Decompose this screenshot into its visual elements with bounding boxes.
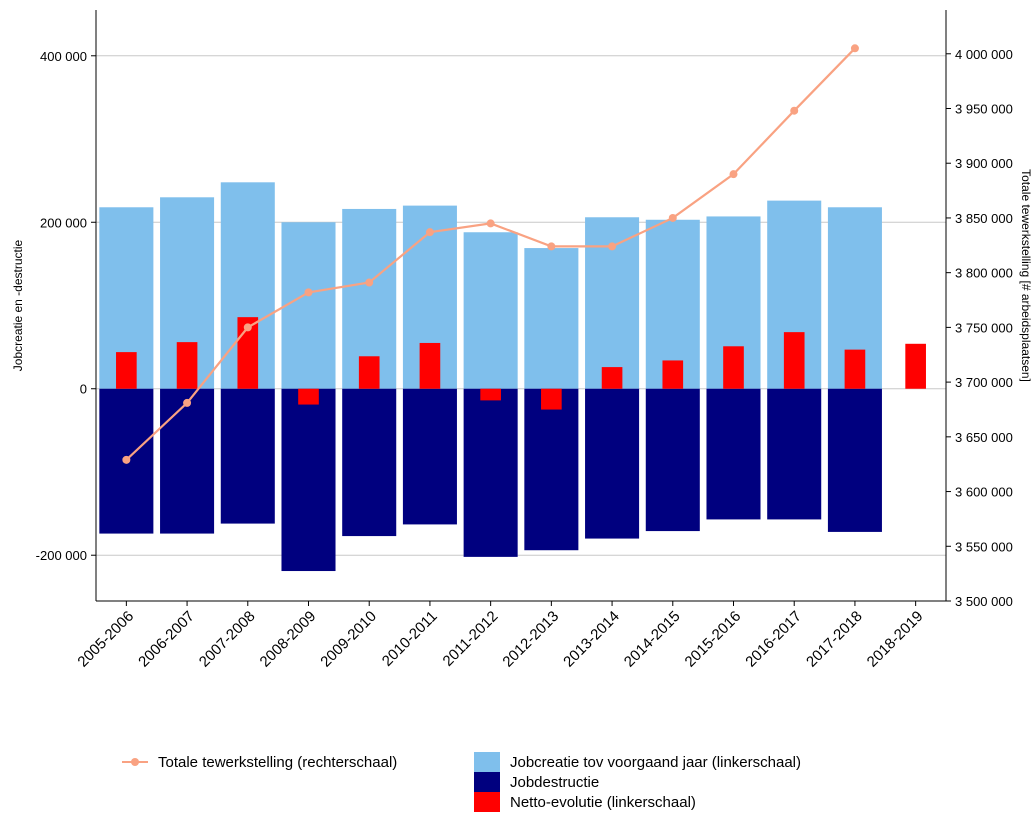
x-tick-label: 2013-2014 <box>560 608 623 671</box>
x-tick-label: 2011-2012 <box>440 608 502 670</box>
legend-label: Jobcreatie tov voorgaand jaar (linkersch… <box>510 753 801 771</box>
point-total-employment <box>547 242 556 251</box>
bar-net-evolution <box>905 343 926 389</box>
x-tick-label: 2012-2013 <box>499 608 562 671</box>
right-tick-label: 3 900 000 <box>955 156 1013 171</box>
bar-net-evolution <box>358 356 380 389</box>
bar-net-evolution <box>783 332 805 389</box>
bar-job-creation <box>281 222 336 389</box>
legend-left: Totale tewerkstelling (rechterschaal) <box>122 752 397 772</box>
right-axis-title: Totale tewerkstelling [# arbeidsplaatsen… <box>1019 169 1033 382</box>
legend-item-job-destruction: Jobdestructie <box>474 772 801 792</box>
bar-net-evolution <box>844 349 866 389</box>
left-tick-label: 200 000 <box>40 215 87 230</box>
bar-net-evolution <box>541 388 562 410</box>
x-tick-label: 2014-2015 <box>621 608 684 671</box>
legend-item-net-evolution: Netto-evolutie (linkerschaal) <box>474 792 801 812</box>
point-total-employment <box>304 288 313 297</box>
right-tick-label: 3 750 000 <box>955 320 1013 335</box>
legend-swatch <box>474 772 500 792</box>
bar-job-destruction <box>342 388 397 537</box>
legend-swatch <box>474 792 500 812</box>
bar-net-evolution <box>176 342 198 389</box>
legend-item-total-employment: Totale tewerkstelling (rechterschaal) <box>122 752 397 772</box>
bar-job-creation <box>524 248 579 389</box>
bar-net-evolution <box>419 342 441 389</box>
x-tick-label: 2007-2008 <box>196 608 259 671</box>
x-tick-label: 2008-2009 <box>257 608 320 671</box>
bar-net-evolution <box>723 346 744 389</box>
right-tick-label: 3 650 000 <box>955 430 1013 445</box>
right-tick-label: 3 950 000 <box>955 102 1013 117</box>
bar-job-destruction <box>706 388 761 520</box>
x-tick-label: 2018-2019 <box>864 608 927 671</box>
combo-bar-line-chart: -200 000 0 200 000 400 000 3 500 000 3 550 00… <box>11 10 1033 671</box>
point-total-employment <box>425 228 434 237</box>
point-total-employment <box>790 106 799 115</box>
bar-job-destruction <box>160 388 215 534</box>
bar-job-destruction <box>645 388 700 532</box>
x-tick-label: 2006-2007 <box>135 608 198 671</box>
legend-swatch <box>474 752 500 772</box>
legend-item-job-creation: Jobcreatie tov voorgaand jaar (linkersch… <box>474 752 801 772</box>
bar-job-destruction <box>767 388 822 520</box>
legend-right: Jobcreatie tov voorgaand jaar (linkersch… <box>474 752 801 812</box>
bar-net-evolution <box>601 367 623 389</box>
bar-job-destruction <box>524 388 579 551</box>
left-axis-title: Jobcreatie en -destructie <box>11 239 25 371</box>
left-tick-label: 400 000 <box>40 49 87 64</box>
legend-label: Netto-evolutie (linkerschaal) <box>510 793 696 811</box>
x-tick-label: 2009-2010 <box>317 608 380 671</box>
point-total-employment <box>850 44 859 53</box>
legend-line-swatch <box>122 752 148 772</box>
point-total-employment <box>668 213 677 222</box>
x-tick-label: 2010-2011 <box>379 608 441 670</box>
left-tick-label: -200 000 <box>36 548 87 563</box>
bar-job-destruction <box>402 388 457 525</box>
point-total-employment <box>486 219 495 228</box>
bar-net-evolution <box>298 388 319 405</box>
point-total-employment <box>729 170 738 179</box>
point-total-employment <box>183 398 192 407</box>
right-tick-label: 3 700 000 <box>955 375 1013 390</box>
point-total-employment <box>365 278 374 287</box>
point-total-employment <box>243 323 252 332</box>
left-tick-label: 0 <box>80 382 87 397</box>
x-tick-label: 2017-2018 <box>803 608 866 671</box>
x-tick-label: 2005-2006 <box>74 608 137 671</box>
bar-job-destruction <box>220 388 275 524</box>
right-tick-label: 3 550 000 <box>955 539 1013 554</box>
bar-job-destruction <box>463 388 518 557</box>
bar-net-evolution <box>116 352 137 389</box>
bar-job-destruction <box>827 388 882 532</box>
bar-job-destruction <box>281 388 336 572</box>
right-tick-label: 3 600 000 <box>955 485 1013 500</box>
x-tick-label: 2016-2017 <box>742 608 805 671</box>
right-tick-label: 3 850 000 <box>955 211 1013 226</box>
right-tick-label: 3 500 000 <box>955 594 1013 609</box>
bar-job-destruction <box>585 388 640 539</box>
x-tick-label: 2015-2016 <box>682 608 745 671</box>
point-total-employment <box>122 455 131 464</box>
bar-net-evolution <box>480 388 501 401</box>
bar-job-creation <box>463 232 518 389</box>
right-tick-label: 4 000 000 <box>955 47 1013 62</box>
legend-label: Totale tewerkstelling (rechterschaal) <box>158 753 398 771</box>
point-total-employment <box>608 242 617 251</box>
legend-label: Jobdestructie <box>510 773 600 791</box>
right-tick-label: 3 800 000 <box>955 266 1013 281</box>
bar-net-evolution <box>662 360 684 389</box>
